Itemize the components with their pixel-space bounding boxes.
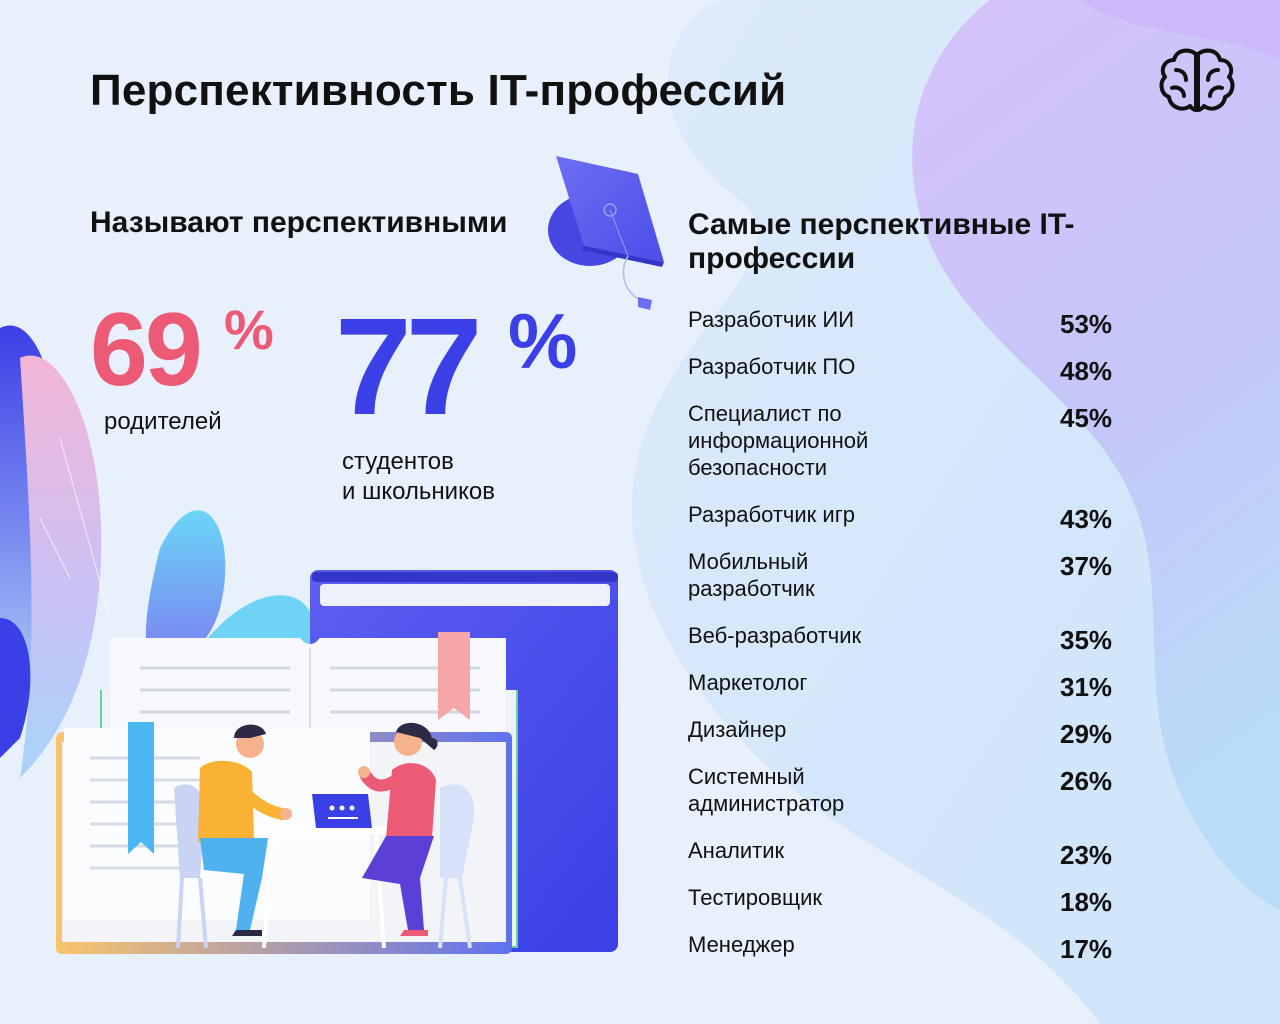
left-subtitle: Называют перспективными bbox=[90, 206, 508, 239]
profession-name: Аналитик bbox=[688, 838, 785, 863]
profession-name: Разработчик игр bbox=[688, 502, 855, 527]
profession-percent: 53% bbox=[1060, 309, 1113, 339]
students-label: студентов и школьников bbox=[342, 448, 495, 505]
profession-percent: 35% bbox=[1060, 625, 1113, 655]
profession-percent: 23% bbox=[1060, 840, 1113, 870]
profession-percent: 43% bbox=[1060, 504, 1113, 534]
profession-percent: 29% bbox=[1060, 719, 1113, 749]
parents-percent-value: 69 bbox=[90, 292, 203, 408]
graduation-cap-icon bbox=[548, 156, 664, 310]
profession-percent: 37% bbox=[1060, 551, 1113, 581]
profession-percent: 45% bbox=[1060, 403, 1113, 433]
profession-name: Специалист по информационной безопасност… bbox=[688, 401, 869, 480]
profession-name: Маркетолог bbox=[688, 670, 808, 695]
profession-percent: 26% bbox=[1060, 766, 1113, 796]
profession-name: Менеджер bbox=[688, 932, 795, 957]
page-title: Перспективность IT-профессий bbox=[90, 66, 787, 115]
profession-name: Дизайнер bbox=[688, 717, 787, 742]
profession-percent: 48% bbox=[1060, 356, 1113, 386]
profession-percent: 31% bbox=[1060, 672, 1113, 702]
profession-name: Разработчик ИИ bbox=[688, 307, 855, 332]
professions-title: Самые перспективные IT-профессии bbox=[688, 208, 1075, 275]
parents-percent-sign: % bbox=[224, 298, 274, 361]
students-percent-value: 77 bbox=[335, 290, 482, 444]
parents-label: родителей bbox=[104, 408, 222, 435]
profession-name: Мобильный разработчик bbox=[688, 549, 815, 601]
profession-name: Веб-разработчик bbox=[688, 623, 862, 648]
profession-name: Системный администратор bbox=[688, 764, 845, 816]
profession-name: Разработчик ПО bbox=[688, 354, 856, 379]
profession-percent: 17% bbox=[1060, 934, 1113, 964]
profession-name: Тестировщик bbox=[688, 885, 822, 910]
study-illustration bbox=[0, 325, 618, 954]
brain-icon bbox=[1159, 48, 1235, 112]
profession-percent: 18% bbox=[1060, 887, 1113, 917]
students-percent-sign: % bbox=[508, 297, 578, 385]
